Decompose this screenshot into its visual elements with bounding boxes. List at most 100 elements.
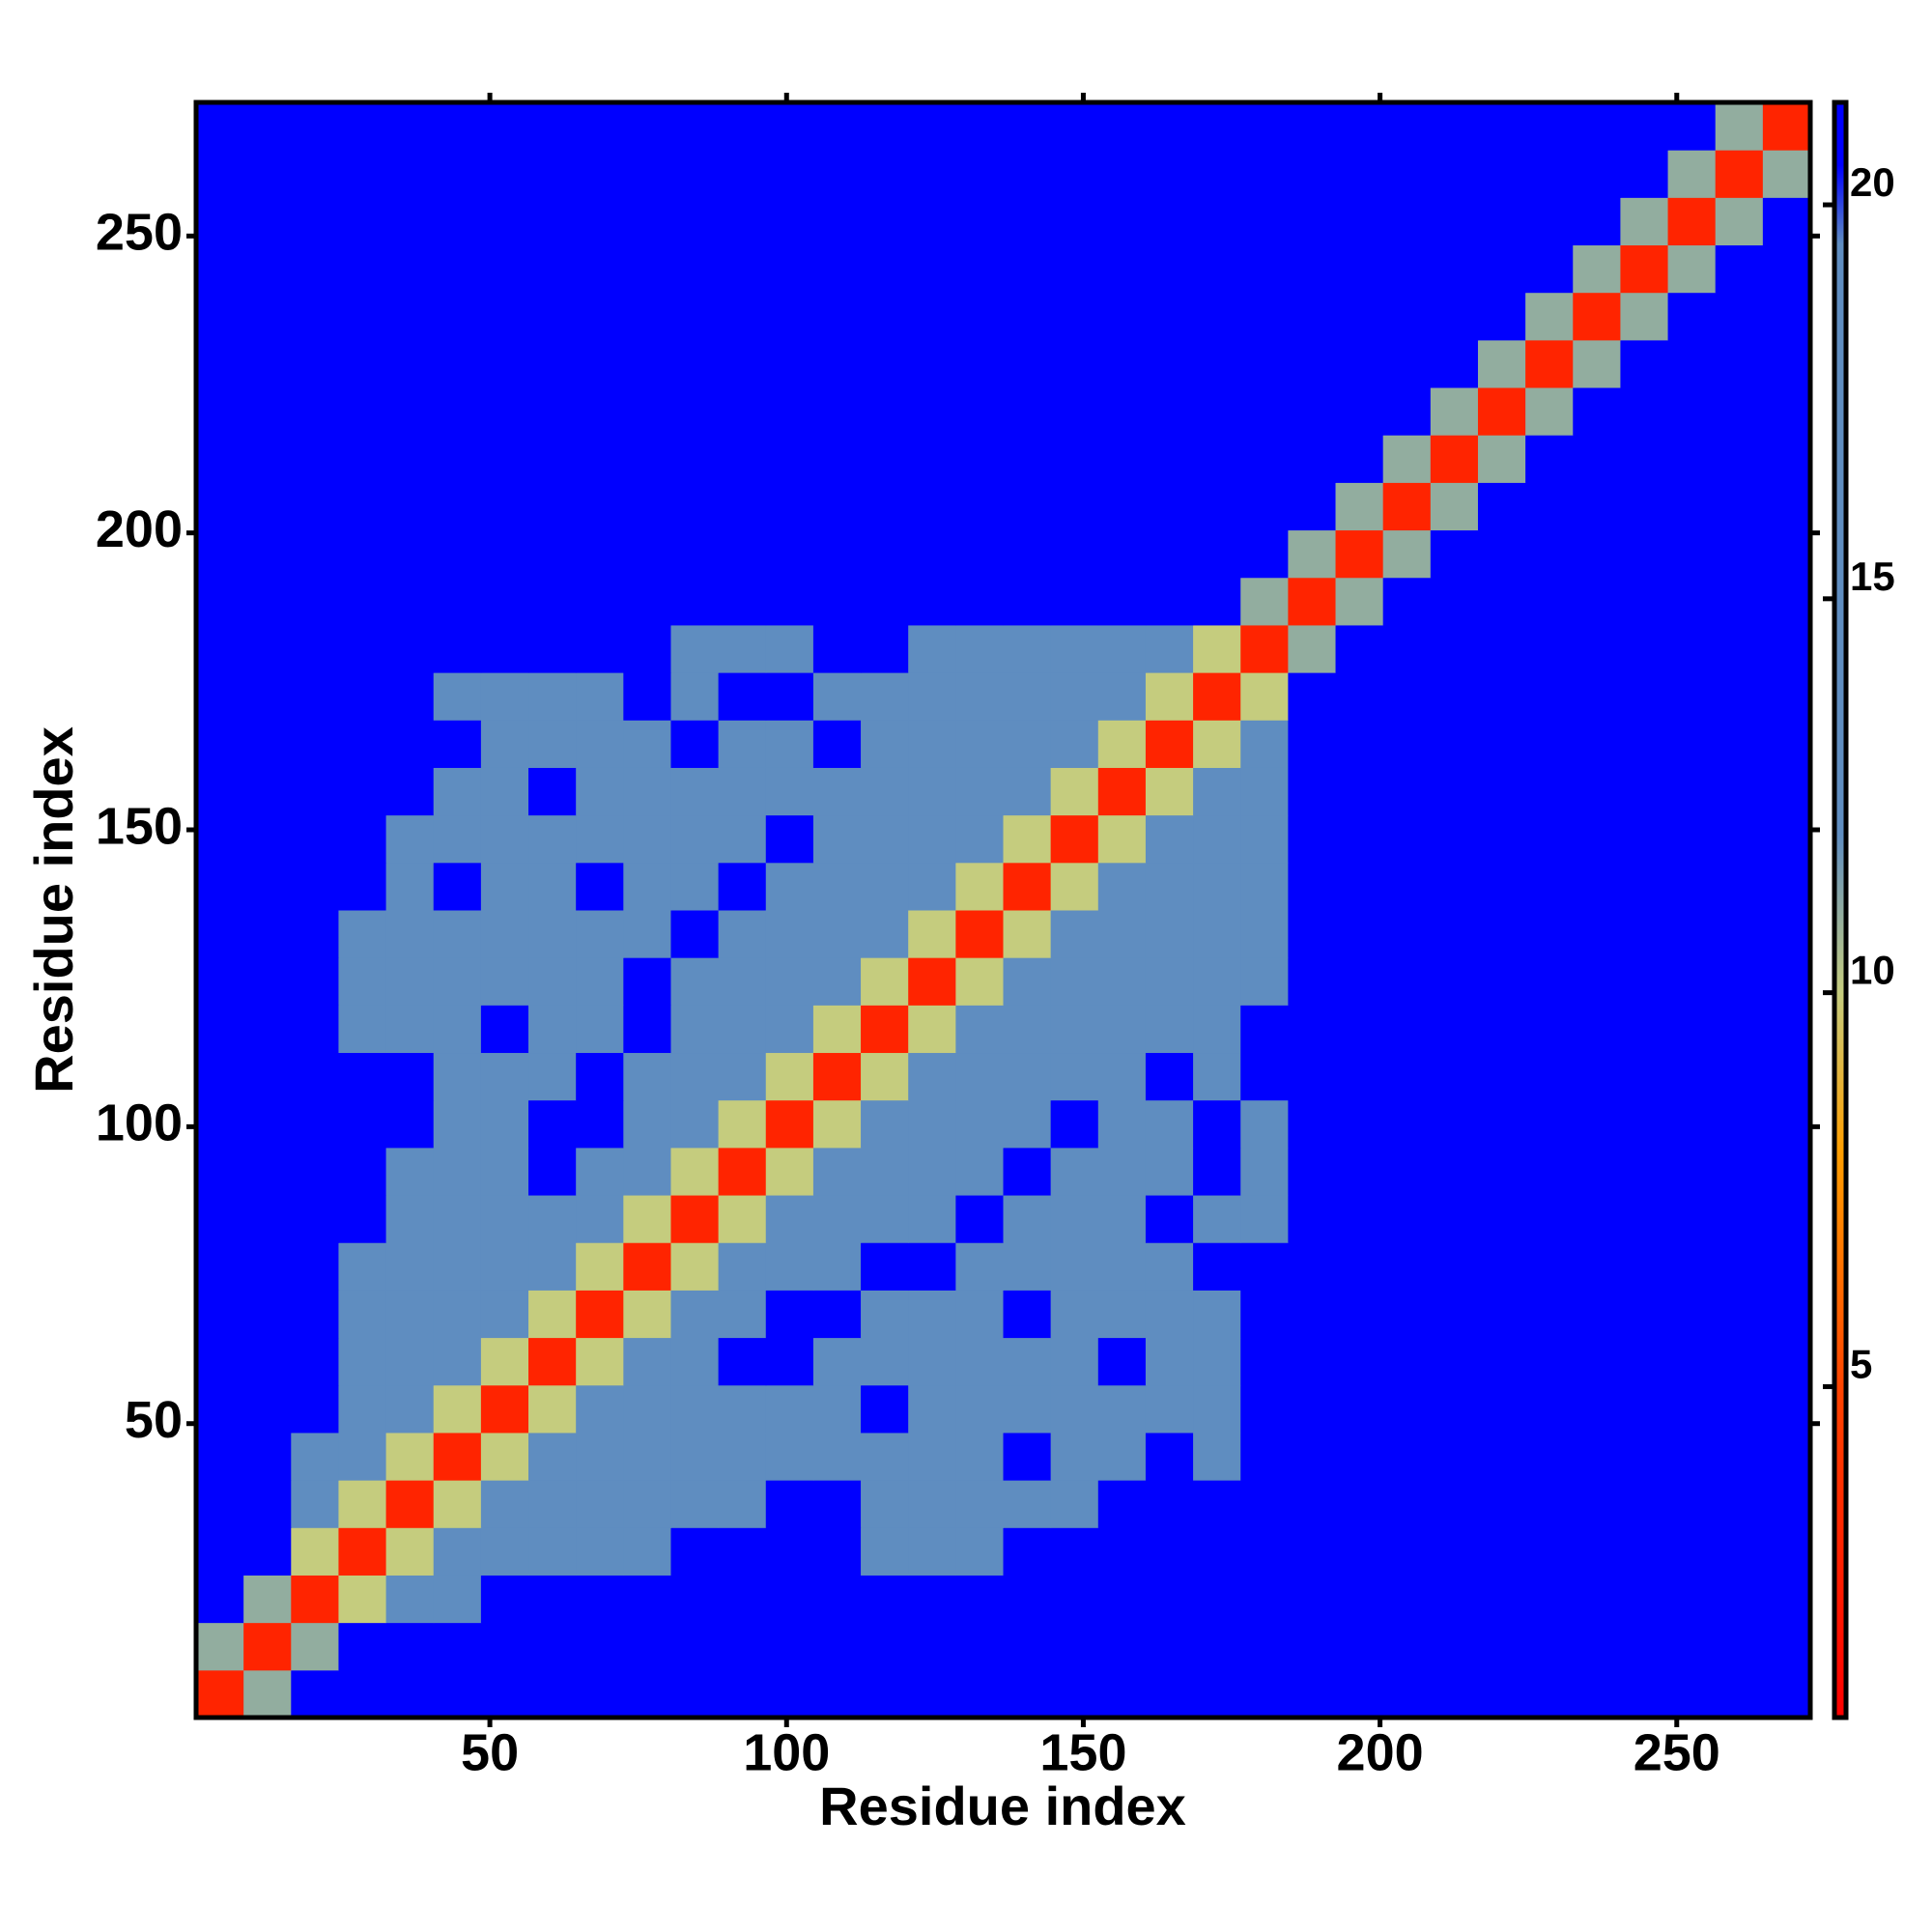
heatmap-cell [528,339,577,388]
heatmap-cell [1145,1622,1194,1671]
heatmap-cell [1050,1432,1099,1481]
heatmap-cell [1525,102,1574,151]
heatmap-cell [1050,1290,1099,1339]
heatmap-cell [1145,1575,1194,1624]
heatmap-cell [1382,1005,1432,1054]
heatmap-cell [623,435,671,483]
heatmap-cell [1620,672,1669,721]
heatmap-cell [812,387,862,436]
heatmap-cell [1003,910,1052,958]
heatmap-cell [385,1099,435,1149]
heatmap-cell [1430,1337,1479,1386]
heatmap-cell [765,1005,814,1054]
heatmap-cell [765,814,814,864]
heatmap-cell [1762,1195,1811,1243]
heatmap-cell [1288,339,1337,388]
heatmap-cell [433,814,482,864]
heatmap-cell [908,577,956,626]
heatmap-cell [1573,197,1621,246]
heatmap-cell [1430,1575,1479,1624]
heatmap-cell [385,529,435,579]
heatmap-cell [338,1052,387,1101]
heatmap-cell [1145,1147,1194,1196]
heatmap-cell [908,1575,956,1624]
heatmap-cell [765,529,814,579]
heatmap-cell [623,529,671,579]
heatmap-cell [1003,1290,1052,1339]
heatmap-cell [1145,150,1194,198]
heatmap-cell [528,1575,577,1624]
heatmap-cell [1762,1052,1811,1101]
heatmap-cell [1097,672,1147,721]
heatmap-cell [576,910,624,958]
heatmap-cell [1762,197,1811,246]
heatmap-cell [291,672,339,721]
heatmap-cell [812,1005,862,1054]
heatmap-cell [1145,577,1194,626]
heatmap-cell [385,482,435,531]
heatmap-cell [576,387,624,436]
heatmap-cell [908,150,956,198]
heatmap-cell [955,624,1004,673]
heatmap-cell [1762,1242,1811,1291]
x-tick-label: 100 [743,1723,830,1781]
heatmap-cell [1003,767,1052,816]
heatmap-cell [1620,577,1669,626]
heatmap-cell [1715,435,1764,483]
heatmap-cell [1667,1480,1717,1528]
heatmap-cell [718,435,767,483]
heatmap-cell [1382,910,1432,958]
heatmap-cell [1240,1575,1289,1624]
heatmap-cell [1097,1147,1147,1196]
heatmap-cell [243,1147,292,1196]
heatmap-cell [243,1195,292,1243]
heatmap-cell [576,529,624,579]
heatmap-cell [338,1005,387,1054]
heatmap-cell [291,1005,339,1054]
heatmap-cell [1477,339,1526,388]
heatmap-cell [1288,1527,1337,1576]
heatmap-cell [243,292,292,341]
heatmap-cell [196,1622,244,1671]
heatmap-cell [1097,1622,1147,1671]
heatmap-cell [1193,1005,1241,1054]
heatmap-cell [528,862,577,911]
heatmap-cell [385,150,435,198]
heatmap-cell [718,102,767,151]
heatmap-cell [480,197,529,246]
heatmap-cell [955,1669,1004,1719]
heatmap-cell [196,102,244,151]
heatmap-cell [1667,102,1717,151]
heatmap-cell [670,577,720,626]
heatmap-cell [623,862,671,911]
heatmap-cell [1573,672,1621,721]
heatmap-cell [1715,102,1764,151]
heatmap-cell [1288,577,1337,626]
heatmap-cell [291,387,339,436]
heatmap-cell [480,529,529,579]
heatmap-cell [576,244,624,294]
heatmap-cell [670,957,720,1006]
heatmap-cell [1525,244,1574,294]
heatmap-cell [1573,1242,1621,1291]
heatmap-cell [528,1669,577,1719]
heatmap-cell [1430,529,1479,579]
heatmap-cell [861,1527,909,1576]
heatmap-cell [433,1527,482,1576]
heatmap-cell [1525,435,1574,483]
heatmap-cell [718,339,767,388]
heatmap-cell [243,482,292,531]
heatmap-cell [1715,1337,1764,1386]
heatmap-cell [861,387,909,436]
heatmap-cell [1573,292,1621,341]
heatmap-cell [1382,1147,1432,1196]
heatmap-cell [1477,102,1526,151]
heatmap-cell [623,1290,671,1339]
heatmap-cell [1620,862,1669,911]
heatmap-cell [718,862,767,911]
heatmap-cell [1382,957,1432,1006]
heatmap-cell [1145,672,1194,721]
heatmap-cell [812,1527,862,1576]
heatmap-cell [1288,1384,1337,1434]
